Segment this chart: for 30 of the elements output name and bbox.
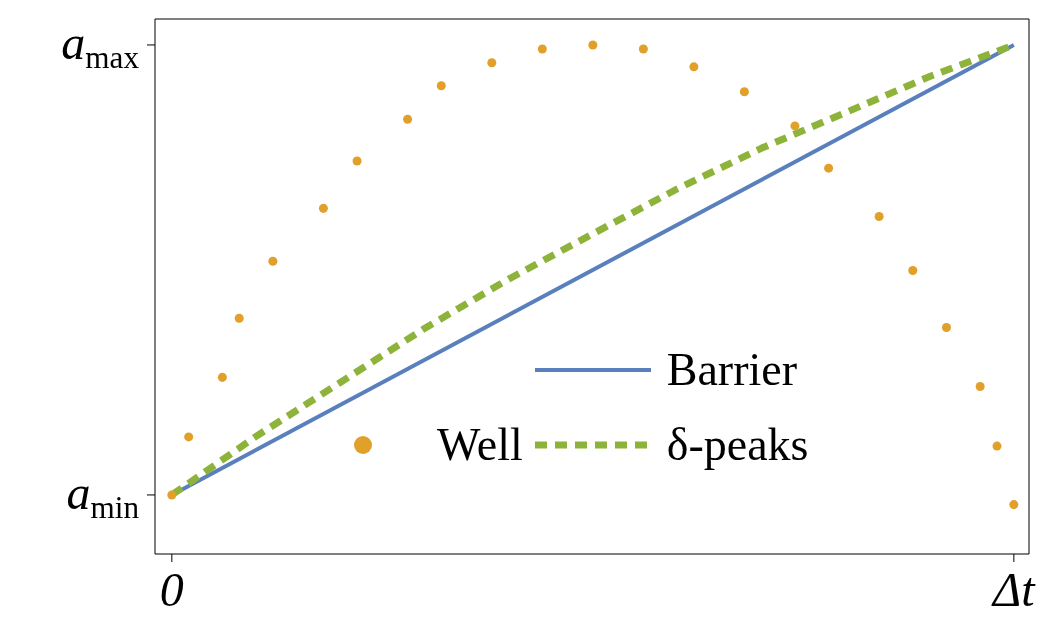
point (992, 441, 1002, 451)
point (352, 156, 362, 166)
point (537, 44, 547, 54)
point (1009, 500, 1019, 510)
legend-label: Barrier (666, 343, 797, 396)
legend-label: Well (437, 418, 523, 471)
text: a$_{min}$ (66, 465, 140, 526)
point (318, 203, 328, 213)
point (908, 265, 918, 275)
point (217, 372, 227, 382)
point (975, 382, 985, 392)
point (739, 87, 749, 97)
point (403, 114, 413, 124)
point (874, 212, 884, 222)
point (487, 58, 497, 68)
point (588, 40, 598, 50)
text: a$_{max}$ (61, 15, 140, 76)
point (167, 490, 177, 500)
point (234, 313, 244, 323)
point (824, 163, 834, 173)
point (638, 44, 648, 54)
point (184, 432, 194, 442)
x-tick-label: Δt (991, 563, 1037, 616)
point (436, 81, 446, 91)
legend-label: δ-peaks (666, 418, 809, 471)
point (268, 256, 278, 266)
x-tick-label: 0 (159, 563, 184, 616)
point (941, 322, 951, 332)
point (689, 62, 699, 72)
point (790, 121, 800, 131)
